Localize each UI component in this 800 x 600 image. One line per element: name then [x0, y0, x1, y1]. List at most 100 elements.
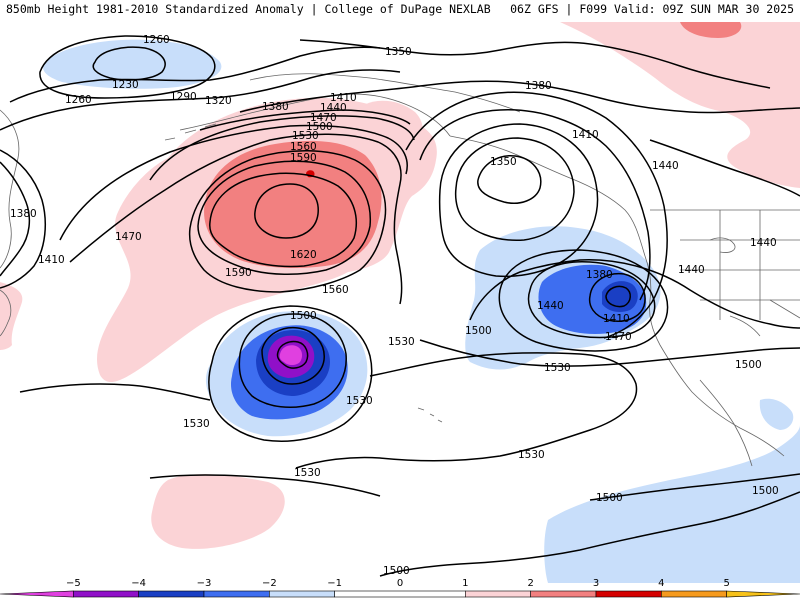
- contour-1440-trough: [419, 109, 651, 301]
- height-label: 1530: [292, 130, 319, 142]
- hawaii-islands: [417, 407, 443, 423]
- colorbar-band: [530, 590, 597, 598]
- contour-1440-east: [649, 139, 800, 197]
- height-label: 1500: [465, 325, 492, 337]
- colorbar-tick-label: −3: [197, 578, 212, 589]
- contour-1500-south: [379, 491, 800, 577]
- height-label: 1380: [586, 269, 613, 281]
- coast-gulf-mexico: [729, 299, 800, 337]
- coast-aleutians: [164, 123, 217, 141]
- height-label: 1530: [518, 449, 545, 461]
- colorbar-band: [73, 590, 139, 598]
- contour-1410-west: [0, 149, 47, 289]
- coast-baja: [699, 379, 753, 467]
- height-label: 1530: [183, 418, 210, 430]
- contour-1380-north: [239, 80, 800, 114]
- height-label: 1440: [652, 160, 679, 172]
- contour-1380-trough: [454, 137, 575, 241]
- height-label: 1290: [170, 91, 197, 103]
- height-label: 1230: [112, 79, 139, 91]
- coast-british-columbia: [449, 135, 646, 257]
- height-label: 1500: [290, 310, 317, 322]
- contour-1530-east: [419, 339, 800, 367]
- header-bar: 850mb Height 1981-2010 Standardized Anom…: [0, 0, 800, 19]
- colorbar-tick-label: −1: [327, 578, 342, 589]
- contour-1470-ridge: [59, 124, 408, 241]
- colorbar-tick-label: −5: [66, 578, 81, 589]
- height-label: 1260: [65, 94, 92, 106]
- height-label: 1470: [115, 231, 142, 243]
- contour-1500-low-inner: [261, 326, 325, 385]
- pos-anomaly-light-canada: [560, 22, 800, 188]
- colorbar-tick-label: 5: [723, 578, 729, 589]
- coast-asia-inlet: [0, 289, 12, 337]
- height-label: 1530: [346, 395, 373, 407]
- height-label: 1440: [678, 264, 705, 276]
- height-label: 1350: [385, 46, 412, 58]
- colorbar-tick-label: 0: [397, 578, 403, 589]
- height-label: 1320: [205, 95, 232, 107]
- height-label: 1500: [596, 492, 623, 504]
- colorbar-band: [138, 590, 205, 598]
- contour-1530-mid: [295, 352, 638, 469]
- height-label: 1440: [537, 300, 564, 312]
- height-label: 1560: [290, 141, 317, 153]
- height-label: 1560: [322, 284, 349, 296]
- height-label: 1500: [306, 121, 333, 133]
- colorbar-band: [661, 590, 727, 598]
- contour-1410-cutoff: [588, 272, 646, 322]
- contour-1350-trough: [477, 155, 542, 204]
- coast-alaska-north: [249, 73, 521, 113]
- height-label: 1530: [388, 336, 415, 348]
- contour-labels: 1260 1230 1260 1290 1320 1350 1380 1380 …: [10, 34, 779, 577]
- height-label: 1530: [294, 467, 321, 479]
- height-contours: [0, 35, 800, 577]
- contour-1350-north: [299, 39, 771, 89]
- colorbar-band: [334, 590, 466, 598]
- height-label: 1440: [750, 237, 777, 249]
- colorbar-tick-label: 2: [527, 578, 533, 589]
- height-label: 1500: [752, 485, 779, 497]
- pos-anomaly-medium-canada: [680, 22, 742, 38]
- contour-1440-cutoff: [527, 261, 656, 339]
- height-label: 1380: [525, 80, 552, 92]
- colorbar: −5 −4 −3 −2 −1 0 1 2 3 4 5: [0, 578, 800, 598]
- anomaly-shading: [0, 22, 800, 583]
- height-label: 1410: [38, 254, 65, 266]
- colorbar-band: [726, 590, 800, 598]
- colorbar-tick-label: −4: [131, 578, 146, 589]
- pos-anomaly-medium-block: [204, 140, 382, 268]
- colorbar-tick-label: 1: [462, 578, 468, 589]
- pos-anomaly-light-gulf-of-alaska: [363, 100, 423, 148]
- contour-1410-trough: [438, 123, 599, 278]
- colorbar-band: [269, 590, 335, 598]
- height-label: 1410: [572, 129, 599, 141]
- height-label: 1470: [310, 112, 337, 124]
- height-label: 1440: [320, 102, 347, 114]
- height-label: 1590: [290, 152, 317, 164]
- header-right-title: 06Z GFS | F099 Valid: 09Z SUN MAR 30 202…: [510, 2, 794, 16]
- contour-1470-low: [276, 340, 309, 369]
- height-label: 1620: [290, 249, 317, 261]
- contour-1500-cutoff: [469, 259, 800, 329]
- height-label: 1380: [10, 208, 37, 220]
- neg-anomaly-light-aleutian: [43, 39, 222, 89]
- contour-1620-ridge: [254, 183, 319, 239]
- height-label: 1500: [383, 565, 410, 577]
- contour-1470-trough: [405, 91, 668, 339]
- contour-1560-ridge: [197, 160, 372, 275]
- colorbar-tick-label: −2: [262, 578, 277, 589]
- contour-1470-cutoff: [498, 249, 669, 352]
- height-label: 1410: [330, 92, 357, 104]
- anomaly-map: 1260 1230 1260 1290 1320 1350 1380 1380 …: [0, 22, 800, 583]
- neg-anomaly-light-southeast: [544, 425, 800, 583]
- contour-1500-ridge: [69, 133, 403, 305]
- contour-1320: [0, 69, 401, 131]
- colorbar-tick-label: 4: [658, 578, 664, 589]
- height-label: 1260: [143, 34, 170, 46]
- contour-1230-aleutian: [92, 46, 166, 81]
- height-label: 1470: [605, 331, 632, 343]
- pos-anomaly-light-south-pacific: [151, 474, 285, 549]
- coast-great-lakes: [709, 237, 736, 253]
- colorbar-tick-label: 3: [593, 578, 599, 589]
